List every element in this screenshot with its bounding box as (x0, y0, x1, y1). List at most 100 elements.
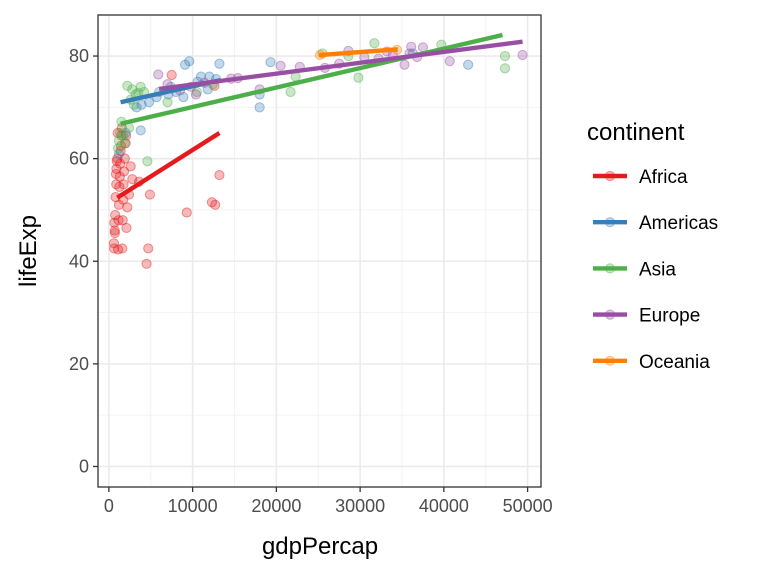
data-point-africa (122, 202, 133, 213)
data-point-asia (122, 80, 133, 91)
trend-lines (116, 32, 523, 200)
y-tick-label: 40 (69, 251, 89, 271)
legend-label: Africa (639, 167, 688, 188)
legend-item-americas: Americas (593, 213, 718, 234)
grid-major (98, 15, 541, 487)
data-point-asia (119, 138, 130, 149)
data-point-africa (206, 197, 217, 208)
trend-line-europe (158, 39, 523, 92)
data-point-africa (121, 222, 132, 234)
data-point-asia (127, 84, 138, 95)
legend-item-oceania: Oceania (593, 352, 710, 373)
data-point-asia (113, 135, 125, 146)
data-point-asia (135, 81, 146, 92)
data-point-africa (109, 227, 121, 239)
data-point-africa (108, 238, 120, 249)
data-point-africa (166, 69, 177, 81)
data-point-africa (120, 130, 132, 141)
data-point-africa (120, 138, 131, 149)
legend-item-africa: Africa (593, 167, 688, 188)
data-point-africa (115, 158, 126, 169)
data-point-americas (113, 148, 125, 160)
y-tick-label: 80 (69, 46, 89, 66)
data-point-africa (125, 161, 136, 172)
data-point-asia (115, 127, 126, 139)
data-point-africa (111, 156, 122, 167)
data-point-africa (117, 243, 128, 254)
x-axis-title: gdpPercap (262, 533, 378, 560)
data-point-asia (112, 143, 124, 154)
data-point-africa (210, 199, 221, 210)
data-point-asia (142, 156, 153, 167)
data-point-europe (444, 56, 455, 67)
x-axis-ticks: 0 10000 20000 30000 40000 50000 (104, 487, 553, 516)
data-point-africa (112, 153, 123, 164)
data-point-africa (118, 166, 130, 177)
data-point-africa (143, 243, 154, 254)
data-point-europe (275, 60, 286, 71)
y-tick-label: 20 (69, 354, 89, 374)
data-point-asia (369, 38, 380, 49)
data-point-africa (114, 181, 125, 192)
data-point-africa (110, 168, 122, 180)
y-tick-label: 0 (79, 456, 89, 476)
data-point-americas (178, 91, 189, 103)
data-point-africa (141, 258, 152, 269)
data-point-europe (399, 59, 410, 70)
data-point-asia (499, 63, 511, 74)
data-point-africa (116, 130, 127, 141)
plot-panel (98, 15, 541, 487)
data-point-africa (118, 179, 129, 190)
x-tick-label: 0 (104, 496, 114, 516)
data-point-asia (162, 97, 173, 108)
data-point-americas (136, 99, 147, 110)
data-point-africa (115, 145, 126, 157)
data-point-europe (190, 89, 202, 100)
legend-label: Oceania (639, 352, 710, 373)
legend-item-europe: Europe (593, 306, 700, 327)
x-tick-label: 30000 (335, 496, 385, 516)
data-point-europe (153, 69, 164, 80)
data-point-americas (131, 102, 142, 113)
y-axis-ticks: 0 20 40 60 80 (69, 46, 98, 476)
trend-line-oceania (318, 47, 398, 58)
data-points (108, 38, 528, 269)
data-point-americas (184, 56, 195, 67)
data-point-americas (254, 102, 265, 113)
data-point-asia (353, 72, 364, 83)
data-point-africa (108, 243, 120, 254)
data-point-africa (115, 140, 127, 151)
data-point-africa (112, 127, 123, 139)
data-point-africa (144, 189, 156, 200)
data-point-americas (214, 58, 225, 69)
data-point-europe (517, 49, 528, 61)
data-point-africa (113, 199, 125, 210)
legend-title: continent (587, 119, 685, 146)
x-tick-label: 50000 (503, 496, 553, 516)
data-point-africa (113, 215, 124, 226)
data-point-americas (135, 125, 146, 136)
data-point-africa (119, 153, 130, 164)
data-point-americas (265, 57, 276, 68)
data-point-asia (118, 130, 129, 141)
y-tick-label: 60 (69, 149, 89, 169)
data-point-africa (111, 179, 122, 190)
data-point-africa (112, 244, 124, 255)
data-point-africa (181, 207, 192, 218)
data-point-europe (406, 41, 417, 52)
data-point-asia (285, 86, 296, 98)
data-point-africa (109, 217, 120, 228)
y-axis-title: lifeExp (15, 215, 42, 287)
data-point-africa (214, 169, 225, 181)
legend-label: Asia (639, 259, 676, 280)
data-point-africa (111, 163, 122, 175)
trend-line-asia (120, 32, 503, 126)
data-point-africa (110, 209, 121, 221)
data-point-asia (499, 50, 511, 62)
plot-border (97, 14, 542, 488)
data-point-africa (127, 174, 138, 185)
data-point-africa (114, 171, 125, 182)
x-tick-label: 40000 (419, 496, 469, 516)
legend: Africa Americas Asia Europe Oceania (593, 167, 718, 373)
